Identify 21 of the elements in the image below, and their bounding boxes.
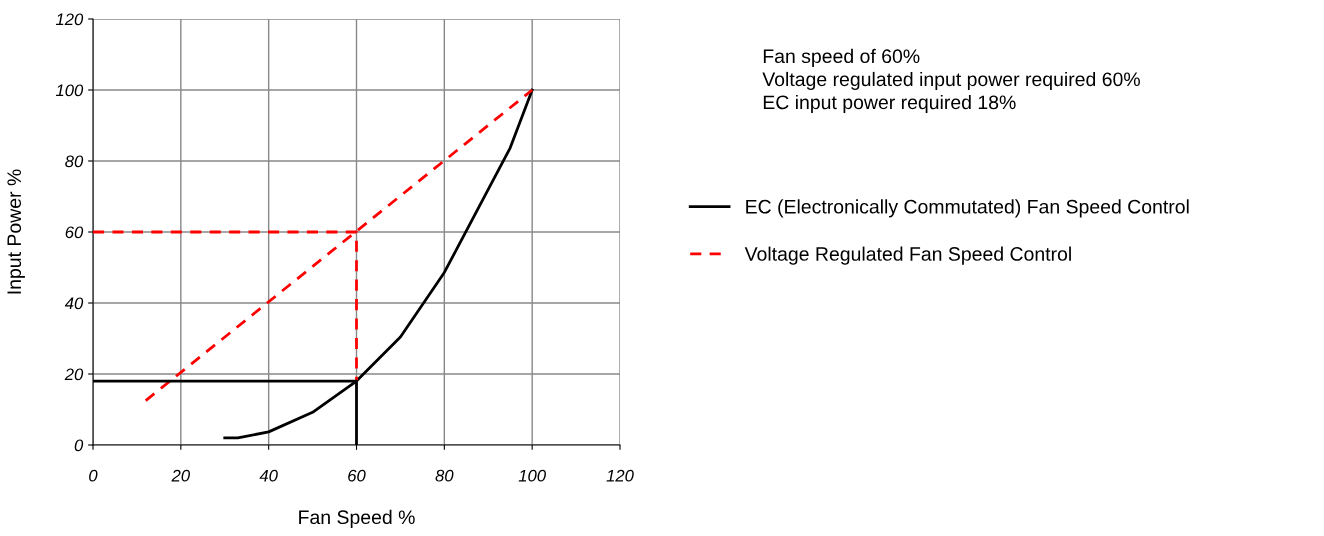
y-tick-label: 20 <box>64 368 84 381</box>
legend-label: EC (Electronically Commutated) Fan Speed Control <box>746 199 1189 218</box>
y-axis-title: Input Power % <box>7 169 25 294</box>
x-tick-label: 120 <box>606 469 634 482</box>
x-tick-label: 100 <box>518 469 546 482</box>
x-tick-label: 20 <box>171 469 190 482</box>
y-tick-label: 80 <box>65 155 84 168</box>
x-tick-label: 0 <box>89 469 98 482</box>
text: EC input power required 18% <box>763 94 1016 114</box>
y-tick-label: 40 <box>64 297 84 310</box>
y-tick-label: 100 <box>55 84 84 97</box>
y-tick-label: 60 <box>65 226 84 239</box>
x-axis-title: Fan Speed % <box>299 509 415 528</box>
y-tick-label: 120 <box>55 13 84 26</box>
text: Fan speed of 60% <box>763 48 920 67</box>
x-tick-label: 80 <box>435 469 454 482</box>
x-tick-label: 40 <box>259 469 278 482</box>
x-tick-label: 60 <box>348 469 366 482</box>
text: Voltage regulated input power required 60% <box>762 71 1140 90</box>
legend-label: Voltage Regulated Fan Speed Control <box>744 246 1071 265</box>
y-tick-label: 0 <box>74 439 84 452</box>
